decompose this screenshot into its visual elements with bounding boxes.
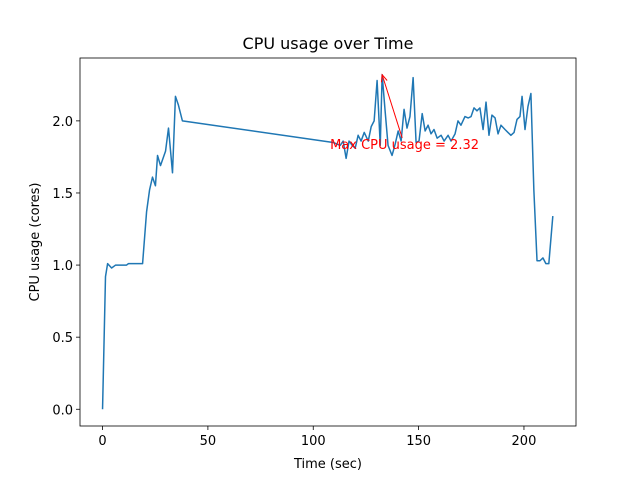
y-tick-label: 0.5 <box>52 331 73 346</box>
x-tick-label: 150 <box>406 434 431 449</box>
x-tick-label: 50 <box>200 434 217 449</box>
axes-frame <box>79 57 577 427</box>
x-tick-label: 0 <box>98 434 106 449</box>
y-tick-label: 2.0 <box>52 115 73 130</box>
chart-title: CPU usage over Time <box>243 34 414 53</box>
y-tick-label: 1.5 <box>52 187 73 202</box>
y-axis-label: CPU usage (cores) <box>28 183 43 302</box>
plot-area <box>101 73 554 410</box>
x-axis-label: Time (sec) <box>293 457 362 472</box>
annotation-arrow <box>381 74 403 139</box>
y-tick-label: 0.0 <box>52 403 73 418</box>
x-tick-label: 100 <box>301 434 326 449</box>
annotation-text: Max CPU usage = 2.32 <box>330 138 479 153</box>
x-tick-label: 200 <box>512 434 537 449</box>
y-tick-label: 1.0 <box>52 259 73 274</box>
data-line <box>101 73 554 410</box>
annotation-arrowhead <box>380 73 388 83</box>
